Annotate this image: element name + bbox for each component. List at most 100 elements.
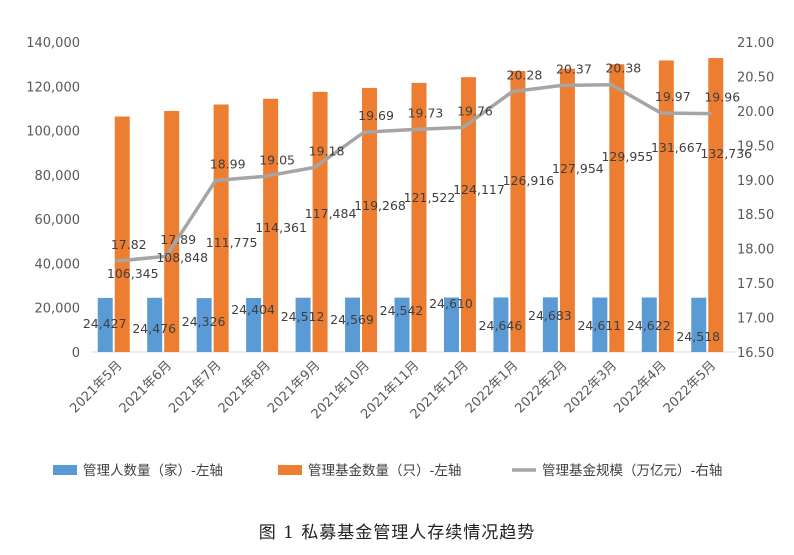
label-scale: 17.89 — [160, 232, 196, 247]
label-managers: 24,646 — [479, 318, 523, 333]
label-funds: 124,117 — [453, 182, 505, 197]
y-left-tick-label: 0 — [72, 346, 80, 361]
bars-layer — [97, 58, 724, 353]
y-right-tick-label: 16.50 — [737, 346, 774, 361]
bar-managers — [493, 297, 509, 352]
label-managers: 24,622 — [627, 318, 671, 333]
label-scale: 19.97 — [655, 89, 691, 104]
bar-funds — [263, 98, 279, 353]
line-point — [312, 165, 317, 169]
label-scale: 19.05 — [259, 152, 295, 167]
legend-label: 管理基金规模（万亿元）-右轴 — [542, 462, 722, 479]
label-funds: 108,848 — [156, 250, 208, 265]
x-tick-label: 2021年6月 — [117, 358, 175, 416]
label-managers: 24,610 — [429, 296, 473, 311]
y-right-tick-label: 19.50 — [737, 139, 774, 154]
data-labels-layer: 24,427 106,345 17.82 24,476 108,848 17.89 24,3… — [83, 61, 752, 344]
label-funds: 129,955 — [601, 149, 653, 164]
label-funds: 117,484 — [305, 206, 357, 221]
label-funds: 126,916 — [503, 173, 555, 188]
bar-managers — [147, 297, 163, 352]
label-scale: 20.28 — [507, 68, 543, 83]
label-managers: 24,326 — [182, 314, 226, 329]
bar-funds — [312, 91, 328, 352]
bar-managers — [97, 297, 113, 352]
label-scale: 18.99 — [210, 156, 246, 171]
legend-swatch-managers — [53, 465, 77, 475]
line-point — [115, 259, 119, 263]
y-left-tick-label: 80,000 — [35, 169, 81, 184]
line-point — [560, 83, 564, 87]
label-funds: 114,361 — [255, 220, 307, 235]
label-funds: 127,954 — [552, 161, 604, 176]
bar-managers — [443, 297, 459, 352]
line-point — [263, 174, 267, 178]
bar-funds — [362, 87, 378, 353]
label-managers: 24,569 — [330, 312, 374, 327]
bar-funds — [510, 70, 526, 353]
x-axis-tick-labels: 2021年5月2021年6月2021年7月2021年8月2021年9月2021年… — [67, 358, 719, 422]
y-right-tick-label: 17.50 — [737, 277, 774, 292]
line-point — [708, 112, 712, 116]
label-managers: 24,427 — [83, 316, 127, 331]
bar-managers — [542, 297, 558, 352]
bar-funds — [114, 116, 130, 352]
y-left-tick-label: 140,000 — [26, 36, 80, 51]
bar-funds — [658, 60, 674, 353]
label-scale: 20.38 — [605, 61, 641, 76]
label-funds: 106,345 — [107, 266, 159, 281]
figure-caption: 图 1 私募基金管理人存续情况趋势 — [258, 523, 536, 543]
x-tick-label: 2021年8月 — [216, 358, 274, 416]
x-tick-label: 2021年5月 — [67, 358, 125, 416]
label-funds: 111,775 — [206, 235, 258, 250]
line-point — [609, 83, 613, 87]
label-scale: 19.69 — [358, 108, 394, 123]
y-left-tick-label: 60,000 — [35, 213, 81, 228]
y-left-tick-label: 100,000 — [26, 125, 80, 140]
bar-managers — [691, 297, 707, 352]
bar-funds — [708, 58, 724, 353]
label-funds: 131,667 — [651, 140, 703, 155]
bar-funds — [411, 82, 427, 352]
y-right-tick-label: 18.00 — [737, 243, 774, 258]
label-managers: 24,542 — [380, 303, 424, 318]
y-left-tick-label: 20,000 — [35, 302, 81, 317]
y-left-tick-label: 120,000 — [26, 80, 80, 95]
label-scale: 17.82 — [111, 237, 147, 252]
legend-swatch-funds — [278, 465, 302, 475]
y-right-tick-label: 19.00 — [737, 174, 774, 189]
bar-funds — [164, 110, 180, 352]
y-left-tick-label: 40,000 — [35, 257, 81, 272]
line-point — [164, 254, 168, 258]
label-scale: 19.73 — [408, 105, 444, 120]
label-scale: 19.76 — [457, 103, 493, 118]
bar-managers — [345, 297, 361, 352]
bar-managers — [295, 297, 311, 352]
label-managers: 24,476 — [132, 321, 176, 336]
line-point — [214, 178, 218, 183]
label-managers: 24,512 — [281, 309, 325, 324]
bar-managers — [592, 297, 608, 352]
bar-managers — [246, 297, 262, 352]
bar-managers — [394, 297, 410, 352]
label-scale: 20.37 — [556, 61, 592, 76]
bar-funds — [213, 104, 229, 352]
line-point — [362, 130, 366, 134]
y-right-tick-label: 17.00 — [737, 312, 774, 327]
x-tick-label: 2021年7月 — [166, 358, 224, 416]
line-point — [510, 90, 515, 94]
line-point — [659, 111, 663, 115]
bar-funds — [609, 64, 625, 353]
y-right-tick-label: 20.50 — [737, 70, 774, 85]
legend-label: 管理人数量（家）-左轴 — [83, 462, 223, 479]
bar-funds — [460, 77, 476, 353]
legend: 管理人数量（家）-左轴 管理基金数量（只）-左轴 管理基金规模（万亿元）-右轴 — [53, 462, 722, 479]
x-tick-label: 2022年1月 — [463, 358, 521, 416]
line-point — [461, 125, 465, 130]
label-managers: 24,518 — [676, 329, 720, 344]
legend-label: 管理基金数量（只）-左轴 — [308, 462, 461, 479]
x-tick-label: 2022年4月 — [611, 358, 669, 416]
y-right-tick-label: 21.00 — [737, 36, 774, 51]
line-layer — [115, 82, 712, 263]
bar-funds — [559, 68, 575, 353]
